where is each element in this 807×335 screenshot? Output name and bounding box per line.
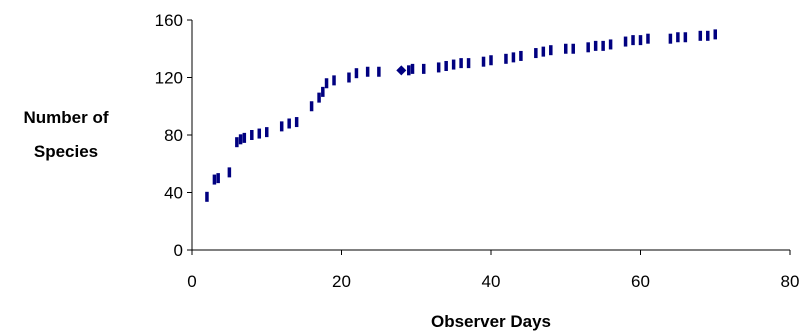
data-point xyxy=(212,174,217,185)
data-point xyxy=(317,92,321,103)
data-point xyxy=(549,45,553,56)
data-point xyxy=(564,43,568,54)
data-point xyxy=(489,55,493,66)
y-axis-title-line-2: Species xyxy=(34,142,98,161)
data-point xyxy=(444,61,448,71)
y-tick-label: 80 xyxy=(164,126,183,145)
highlight-data-point xyxy=(396,65,407,76)
data-point xyxy=(436,62,441,73)
data-point xyxy=(347,72,351,83)
data-point xyxy=(519,50,523,61)
data-point xyxy=(238,134,243,145)
data-point xyxy=(593,40,598,51)
data-point xyxy=(623,36,628,47)
data-point xyxy=(235,137,239,148)
data-point xyxy=(713,29,717,40)
x-tick-label: 20 xyxy=(332,272,351,291)
data-point xyxy=(294,117,299,128)
data-point xyxy=(638,35,643,46)
y-tick-label: 160 xyxy=(155,11,183,30)
data-point xyxy=(586,42,590,53)
data-point xyxy=(459,58,463,69)
data-point xyxy=(601,40,605,51)
data-point xyxy=(250,130,254,140)
axis-ticks: 0 40 80 120 160 0 20 40 60 80 xyxy=(155,11,800,291)
data-point xyxy=(631,35,635,46)
data-point xyxy=(571,43,575,54)
x-tick-label: 40 xyxy=(482,272,501,291)
data-point xyxy=(216,173,220,184)
data-point xyxy=(227,167,232,178)
y-tick-label: 0 xyxy=(174,241,183,260)
data-point xyxy=(451,59,456,70)
data-point xyxy=(541,46,546,57)
data-point xyxy=(354,68,359,79)
data-point xyxy=(377,66,381,77)
data-point xyxy=(534,48,538,59)
data-point xyxy=(608,39,613,50)
y-axis-title-line-1: Number of xyxy=(24,108,109,127)
data-point xyxy=(668,33,673,44)
data-point xyxy=(407,65,411,76)
data-point xyxy=(309,101,314,112)
data-point xyxy=(676,32,680,43)
data-points xyxy=(205,29,717,202)
data-point xyxy=(481,56,486,67)
data-point xyxy=(279,121,284,132)
data-point xyxy=(324,78,329,89)
data-point xyxy=(410,63,415,74)
data-point xyxy=(287,118,291,129)
data-point xyxy=(511,52,516,63)
data-point xyxy=(321,86,325,97)
data-point xyxy=(646,33,650,44)
data-point xyxy=(242,132,247,143)
plot-axes xyxy=(191,20,790,251)
data-point xyxy=(257,128,262,139)
x-axis-title: Observer Days xyxy=(431,312,551,331)
data-point xyxy=(504,53,508,64)
y-tick-label: 40 xyxy=(164,184,183,203)
data-point xyxy=(421,63,426,74)
data-point xyxy=(332,75,336,86)
x-tick-label: 60 xyxy=(631,272,650,291)
data-point xyxy=(698,30,703,41)
data-point xyxy=(365,66,370,77)
data-point xyxy=(265,127,269,138)
data-point xyxy=(466,58,471,69)
data-point xyxy=(683,32,688,43)
data-point xyxy=(706,30,710,41)
y-tick-label: 120 xyxy=(155,69,183,88)
x-tick-label: 80 xyxy=(781,272,800,291)
data-point xyxy=(205,191,209,202)
x-tick-label: 0 xyxy=(187,272,196,291)
